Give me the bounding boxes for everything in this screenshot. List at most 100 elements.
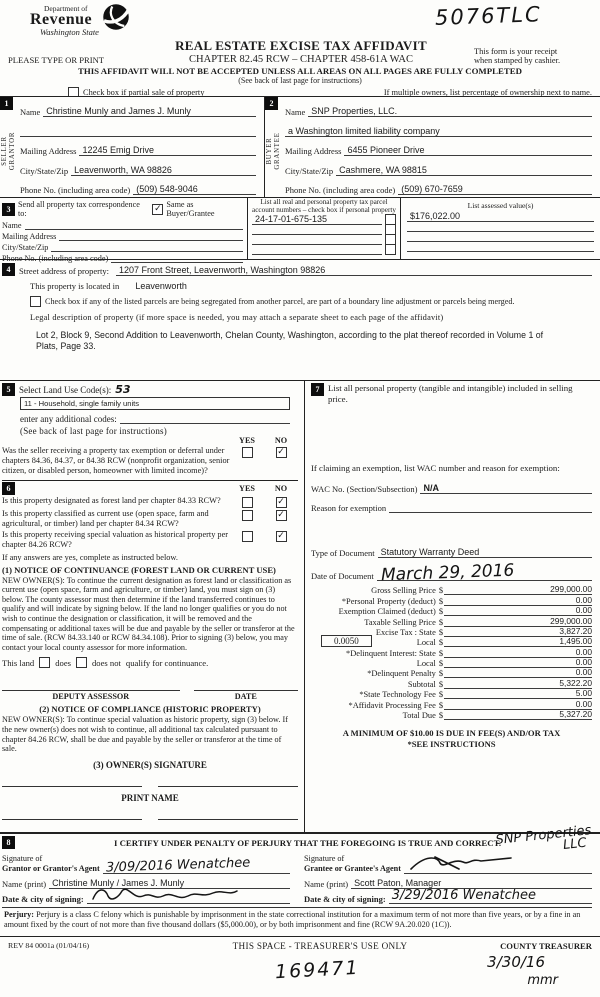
- personal-property-deduct-field[interactable]: 0.00: [444, 595, 592, 606]
- grantee-print-name-field[interactable]: Scott Paton, Manager: [351, 878, 592, 889]
- buyer-mailing-field[interactable]: 6455 Pioneer Drive: [344, 145, 592, 156]
- exemption-no-checkbox[interactable]: ✓: [275, 447, 287, 458]
- section-5-number: 5: [2, 383, 15, 396]
- grantor-date-city-field[interactable]: [86, 885, 290, 904]
- additional-codes-field[interactable]: [119, 413, 290, 424]
- delinquent-interest-state-field[interactable]: 0.00: [444, 647, 592, 658]
- print-name-line-2[interactable]: [158, 818, 298, 820]
- buyer-city-field[interactable]: Cashmere, WA 98815: [336, 165, 592, 176]
- buyer-grantee-box: 2 BUYER GRANTEE Name SNP Properties, LLC.…: [265, 97, 600, 197]
- deputy-assessor-date-line[interactable]: [193, 682, 298, 692]
- section-3-number: 3: [2, 202, 15, 216]
- segregated-checkbox[interactable]: [30, 296, 41, 307]
- personal-property-checkbox[interactable]: [385, 243, 396, 255]
- receipt-number-handwriting: 169471: [274, 956, 361, 984]
- affidavit-processing-fee-field[interactable]: 0.00: [444, 699, 592, 710]
- excise-tax-local-label: Local: [416, 638, 436, 648]
- corr-city-field[interactable]: [51, 241, 243, 252]
- does-qualify-checkbox[interactable]: [39, 657, 51, 669]
- owner-signature-line-1[interactable]: [2, 785, 142, 787]
- exemption-claim-note: If claiming an exemption, list WAC numbe…: [311, 462, 560, 473]
- exemption-claimed-field[interactable]: 0.00: [444, 605, 592, 617]
- logo-revenue-label: Revenue: [30, 11, 93, 28]
- type-of-document-label: Type of Document: [311, 547, 375, 558]
- no-header: NO: [274, 436, 288, 445]
- historic-yes-checkbox[interactable]: [241, 530, 253, 542]
- yes-header: YES: [239, 436, 255, 445]
- seller-name-field[interactable]: Christine Munly and James J. Munly: [43, 106, 256, 117]
- assessed-value-field[interactable]: [407, 241, 594, 252]
- seller-city-field[interactable]: Leavenworth, WA 98826: [71, 165, 256, 176]
- historic-no-checkbox[interactable]: ✓: [275, 530, 287, 542]
- corr-name-field[interactable]: [24, 219, 243, 230]
- treasurer-stamp-date-handwriting: 3/30/16: [487, 953, 545, 971]
- parcel-number-field[interactable]: 24-17-01-675-135: [252, 214, 382, 225]
- grantee-date-city-field[interactable]: 3/29/2016 Wenatchee: [388, 888, 592, 904]
- seller-phone-field[interactable]: (509) 548-9046: [133, 184, 256, 195]
- corr-mailing-field[interactable]: [59, 230, 243, 241]
- located-in-field[interactable]: Leavenworth: [135, 281, 187, 291]
- not-accepted-warning: THIS AFFIDAVIT WILL NOT BE ACCEPTED UNLE…: [78, 66, 522, 76]
- street-address-field[interactable]: 1207 Front Street, Leavenworth, Washingt…: [115, 265, 592, 276]
- grantor-signature-field[interactable]: 3/09/2016 Wenatchee: [102, 851, 290, 876]
- partial-sale-checkbox[interactable]: [68, 87, 79, 96]
- wac-number-field[interactable]: N/A: [420, 483, 592, 494]
- local-rate-box[interactable]: 0.0050: [321, 635, 372, 648]
- forest-land-question: Is this property designated as forest la…: [2, 495, 221, 505]
- see-back-note: (See back of last page for instructions): [238, 76, 362, 85]
- assessed-value-field[interactable]: $176,022.00: [407, 211, 594, 222]
- exemption-yes-checkbox[interactable]: [241, 447, 253, 458]
- grantor-print-name-field[interactable]: Christine Munly / James J. Munly: [49, 878, 290, 889]
- buyer-name-field[interactable]: SNP Properties, LLC.: [308, 106, 592, 117]
- current-use-yes-checkbox[interactable]: [241, 509, 253, 521]
- type-or-print-label: PLEASE TYPE OR PRINT: [8, 55, 105, 65]
- parcel-number-field[interactable]: [252, 224, 382, 235]
- yes-header: YES: [239, 483, 255, 493]
- does-not-qualify-checkbox[interactable]: [76, 657, 87, 669]
- perjury-note: Perjury: Perjury is a class C felony whi…: [2, 907, 592, 931]
- forest-land-yes-checkbox[interactable]: [241, 496, 253, 508]
- grantee-signature-field[interactable]: [403, 851, 592, 874]
- see-back-note-2: (See back of last page for instructions): [20, 426, 167, 436]
- assessed-value-field[interactable]: [407, 221, 594, 232]
- corr-phone-label: Phone No. (including area code): [2, 254, 109, 263]
- state-technology-fee-label: *State Technology Fee: [359, 690, 436, 700]
- excise-tax-state-field[interactable]: 3,827.20: [444, 626, 592, 637]
- parcel-number-field[interactable]: [252, 244, 382, 255]
- street-address-label: Street address of property:: [19, 266, 109, 276]
- corr-phone-field[interactable]: [111, 252, 243, 263]
- delinquent-penalty-field[interactable]: 0.00: [444, 667, 592, 679]
- form-title: REAL ESTATE EXCISE TAX AFFIDAVIT: [175, 38, 427, 53]
- subtotal-field[interactable]: 5,322.20: [444, 678, 592, 689]
- current-use-no-checkbox[interactable]: ✓: [275, 509, 287, 521]
- total-due-field[interactable]: 5,327.20: [444, 709, 592, 721]
- parcel-number-field[interactable]: [252, 234, 382, 245]
- same-as-buyer-checkbox[interactable]: ✓: [152, 203, 164, 215]
- delinquent-interest-local-field[interactable]: 0.00: [444, 657, 592, 669]
- grantor-signature-scribble: [91, 888, 238, 900]
- receipt-note-line1: This form is your receipt: [474, 47, 558, 56]
- form-footer: REV 84 0001a (01/04/16) THIS SPACE - TRE…: [0, 936, 600, 997]
- buyer-name2-field[interactable]: a Washington limited liability company: [285, 126, 592, 137]
- owner-signature-line-2[interactable]: [158, 785, 298, 787]
- excise-tax-local-field[interactable]: 1,495.00: [444, 636, 592, 648]
- land-use-select[interactable]: 11 - Household, single family units: [20, 397, 290, 410]
- legal-description-label: Legal description of property (if more s…: [30, 313, 444, 322]
- assessed-value-field[interactable]: [407, 231, 594, 242]
- state-technology-fee-field[interactable]: 5.00: [444, 688, 592, 700]
- print-name-line-1[interactable]: [2, 818, 142, 820]
- deputy-assessor-signature-line[interactable]: [2, 682, 180, 692]
- section-7: 7 List all personal property (tangible a…: [311, 383, 592, 405]
- buyer-phone-field[interactable]: (509) 670-7659: [398, 184, 592, 195]
- legal-description-field[interactable]: Lot 2, Block 9, Second Addition to Leave…: [36, 330, 544, 351]
- qualify-suffix-label: qualify for continuance.: [125, 657, 209, 668]
- seller-mailing-field[interactable]: 12245 Emig Drive: [79, 145, 256, 156]
- taxable-selling-price-field[interactable]: 299,000.00: [444, 616, 592, 627]
- gross-selling-price-field[interactable]: 299,000.00: [444, 584, 592, 596]
- type-of-document-field[interactable]: Statutory Warranty Deed: [377, 547, 592, 558]
- date-of-document-field[interactable]: March 29, 2016: [376, 561, 592, 585]
- reason-exemption-field[interactable]: [389, 502, 592, 513]
- seller-name2-field[interactable]: [20, 126, 256, 137]
- forest-land-no-checkbox[interactable]: ✓: [275, 496, 287, 508]
- grantee-print-name-label: Name (print): [304, 879, 349, 889]
